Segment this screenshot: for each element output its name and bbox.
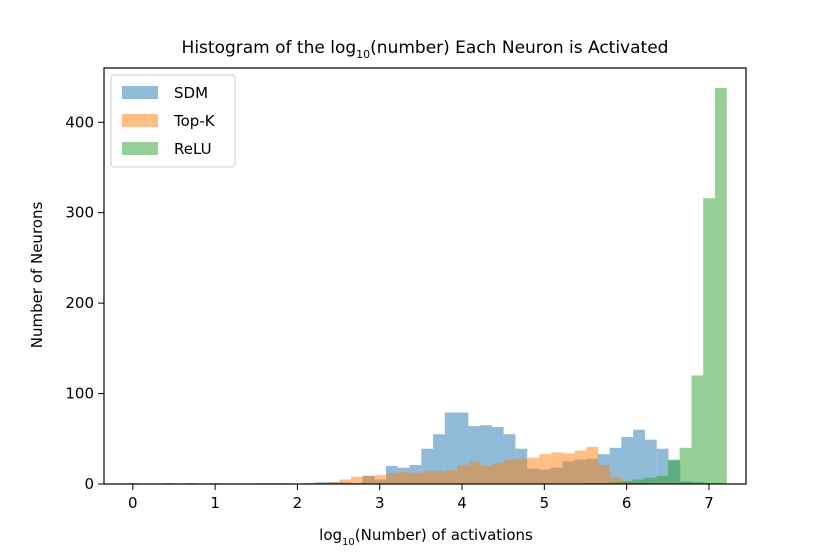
topk-bar <box>527 457 540 484</box>
x-tick-label: 3 <box>375 494 385 512</box>
topk-bar <box>433 471 446 484</box>
x-tick-label: 6 <box>622 494 632 512</box>
topk-bar <box>457 465 469 484</box>
topk-bar <box>351 476 363 484</box>
topk-bar <box>468 461 481 484</box>
legend: SDM Top-K ReLU <box>110 74 236 168</box>
x-tick-label: 1 <box>210 494 220 512</box>
legend-swatch-topk <box>122 114 158 127</box>
x-axis-title: log10(Number) of activations <box>319 526 533 548</box>
topk-bar <box>586 446 599 484</box>
sdm-bar <box>621 436 634 484</box>
topk-bar <box>551 452 563 484</box>
x-tick-label: 0 <box>128 494 138 512</box>
series-relu-bars <box>585 87 727 485</box>
topk-bar <box>398 472 410 484</box>
y-tick-label: 100 <box>65 385 94 403</box>
topk-bar <box>362 475 375 484</box>
topk-bar <box>610 477 622 484</box>
y-tick-label: 300 <box>65 204 94 222</box>
y-tick-label: 0 <box>84 475 94 493</box>
relu-bar <box>609 482 621 484</box>
chart-title: Histogram of the log10(number) Each Neur… <box>182 38 669 61</box>
x-tick-label: 7 <box>704 494 714 512</box>
sdm-bar <box>480 425 492 484</box>
relu-bar <box>667 459 680 484</box>
x-tick-label: 5 <box>540 494 550 512</box>
y-tick-label: 200 <box>65 294 94 312</box>
legend-item-topk: Top-K <box>122 112 216 130</box>
topk-bar <box>492 463 505 484</box>
topk-bar <box>480 465 493 484</box>
legend-item-relu: ReLU <box>122 140 212 158</box>
x-tick-label: 4 <box>457 494 467 512</box>
relu-bar <box>714 87 727 485</box>
plot-area <box>127 87 727 485</box>
sdm-bar <box>503 434 516 484</box>
sdm-bar <box>433 434 445 484</box>
topk-bar <box>574 450 587 484</box>
topk-bar <box>515 458 528 484</box>
relu-bar <box>691 375 704 484</box>
sdm-bar <box>491 427 504 484</box>
plot-frame <box>103 67 747 485</box>
topk-bar <box>562 453 575 484</box>
legend-label-sdm: SDM <box>174 84 208 102</box>
sdm-bar <box>656 448 669 484</box>
sdm-bar <box>633 429 645 484</box>
relu-bar <box>656 475 668 484</box>
legend-label-topk: Top-K <box>173 112 216 130</box>
relu-bar <box>632 479 645 484</box>
sdm-bar <box>444 412 457 484</box>
legend-swatch-relu <box>122 142 158 155</box>
sdm-bar <box>644 439 657 484</box>
topk-bar <box>445 470 458 484</box>
y-axis: 0 100 200 300 400 <box>65 113 104 493</box>
sdm-bar <box>468 426 481 484</box>
topk-bar <box>374 474 387 484</box>
topk-bar <box>327 482 340 484</box>
y-axis-title: Number of Neurons <box>28 202 46 349</box>
sdm-bar <box>456 412 469 484</box>
relu-bar <box>620 481 633 484</box>
topk-bar <box>339 479 352 484</box>
sdm-bar <box>315 482 328 484</box>
x-tick-label: 2 <box>293 494 303 512</box>
topk-bar <box>386 473 399 484</box>
topk-bar <box>539 454 552 484</box>
sdm-bar <box>609 447 622 484</box>
series-topk-bars <box>304 446 646 484</box>
topk-bar <box>409 473 422 484</box>
legend-label-relu: ReLU <box>174 140 212 158</box>
legend-swatch-sdm <box>122 86 158 99</box>
relu-bar <box>644 477 657 484</box>
topk-bar <box>598 465 611 484</box>
relu-bar <box>703 198 715 485</box>
relu-bar <box>679 447 692 484</box>
topk-bar <box>421 471 434 484</box>
legend-item-sdm: SDM <box>122 84 208 102</box>
x-axis: 0 1 2 3 4 5 6 7 <box>128 484 714 512</box>
y-tick-label: 400 <box>65 113 94 131</box>
sdm-bar <box>421 448 434 484</box>
topk-bar <box>504 459 516 484</box>
